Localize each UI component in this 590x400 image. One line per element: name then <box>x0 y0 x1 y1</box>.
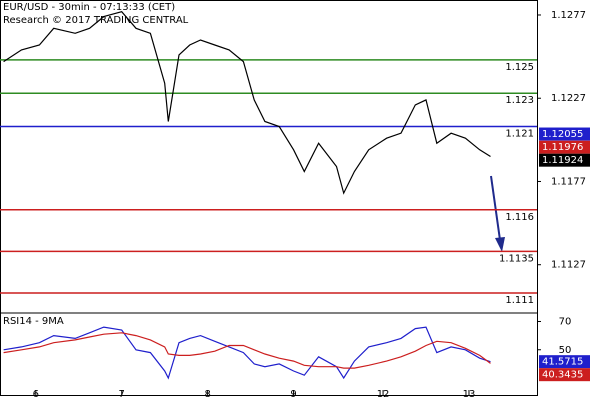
rsi-title: RSI14 - 9MA <box>3 316 64 327</box>
y-tick-label: 1.1227 <box>551 93 586 104</box>
rsi-tag-label: 41.5715 <box>542 357 583 368</box>
y-tick-label: 1.1277 <box>551 10 586 21</box>
price-tag <box>539 153 590 167</box>
x-tick-label: 9 <box>290 389 296 400</box>
price-tag-label: 1.11924 <box>542 155 583 166</box>
rsi-line <box>3 332 491 369</box>
price-tag <box>539 127 590 141</box>
level-label: 1.125 <box>505 62 534 73</box>
rsi-tick-label: 70 <box>559 316 572 327</box>
chart-subtitle: Research © 2017 TRADING CENTRAL <box>3 15 189 26</box>
forecast-arrow <box>490 175 505 252</box>
x-tick-label: 12 <box>377 389 390 400</box>
level-label: 1.111 <box>505 295 534 306</box>
level-label: 1.116 <box>505 212 534 223</box>
rsi-line <box>3 326 491 380</box>
level-label: 1.123 <box>505 95 534 106</box>
price-line <box>3 11 491 195</box>
price-tag-label: 1.12055 <box>542 129 583 140</box>
chart-title: EUR/USD - 30min - 07:13:33 (CET) <box>3 2 175 13</box>
y-tick-label: 1.1127 <box>551 260 586 271</box>
level-label: 1.1135 <box>499 253 534 264</box>
level-label: 1.121 <box>505 129 534 140</box>
plot-frame <box>0 0 538 396</box>
x-tick-label: 7 <box>119 389 125 400</box>
price-tag-label: 1.11976 <box>542 142 583 153</box>
price-tag <box>539 140 590 154</box>
x-tick-label: 8 <box>204 389 210 400</box>
rsi-tag <box>539 355 590 369</box>
rsi-tag-label: 40.3435 <box>542 370 583 381</box>
x-tick-label: 6 <box>33 389 39 400</box>
rsi-tag <box>539 368 590 382</box>
rsi-tick-label: 50 <box>559 345 572 356</box>
x-tick-label: 13 <box>463 389 476 400</box>
y-tick-label: 1.1177 <box>551 176 586 187</box>
